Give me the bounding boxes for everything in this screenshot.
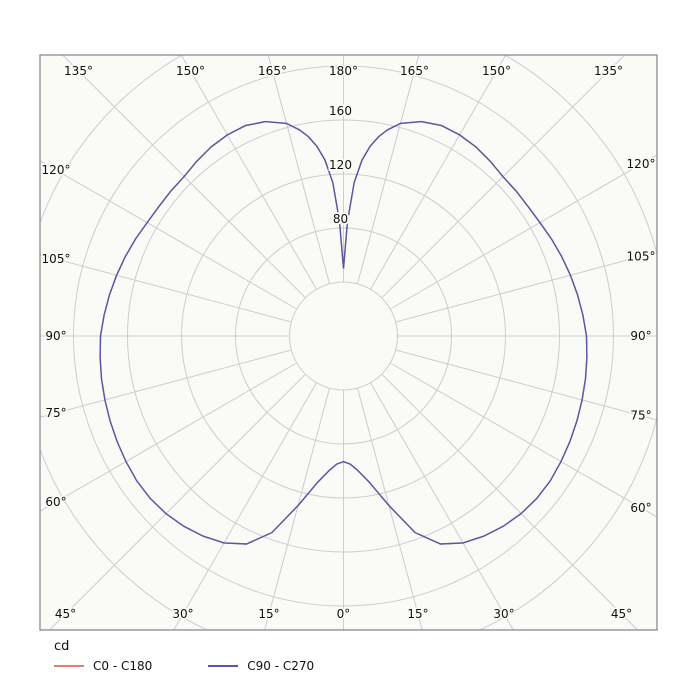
angle-label: 60° <box>630 501 651 515</box>
angle-label: 15° <box>407 607 428 621</box>
angle-label: 0° <box>337 607 351 621</box>
legend-line-swatch <box>54 665 84 667</box>
angle-gridline <box>381 373 639 630</box>
angle-gridline <box>381 55 626 299</box>
angle-label: 30° <box>172 607 193 621</box>
angle-gridline <box>173 382 317 630</box>
angle-label: 165° <box>258 64 287 78</box>
curve-c90-c270 <box>99 120 588 545</box>
legend-items: C0 - C180 C90 - C270 <box>54 659 314 673</box>
angle-label: 150° <box>176 64 205 78</box>
angle-label: 105° <box>42 252 71 266</box>
unit-label: cd <box>54 639 70 654</box>
angle-gridline <box>264 388 331 630</box>
angle-label: 75° <box>630 409 651 423</box>
legend-line-swatch <box>208 665 239 667</box>
angle-gridline <box>390 362 657 518</box>
legend-series-label: C0 - C180 <box>93 659 153 673</box>
angle-gridline <box>395 349 657 421</box>
radial-label: 120 <box>329 158 352 172</box>
angle-gridline <box>267 55 331 284</box>
angle-gridline <box>395 251 657 323</box>
angle-label: 120° <box>627 157 656 171</box>
angle-label: 120° <box>42 163 71 177</box>
angle-label: 75° <box>45 406 66 420</box>
angle-gridline <box>48 373 306 630</box>
plot-background <box>40 55 657 630</box>
radial-label: 80 <box>333 212 348 226</box>
angle-label: 105° <box>627 249 656 263</box>
angle-label: 45° <box>55 607 76 621</box>
angle-label: 30° <box>493 607 514 621</box>
angle-gridline <box>40 160 297 310</box>
angle-gridline <box>40 254 292 323</box>
angle-gridline <box>370 382 514 630</box>
angle-gridline <box>390 154 657 310</box>
legend-series-label: C90 - C270 <box>247 659 315 673</box>
angle-label: 60° <box>45 495 66 509</box>
plot-frame <box>39 54 658 631</box>
angle-gridline <box>370 55 507 290</box>
angle-label: 45° <box>611 607 632 621</box>
curves <box>99 120 588 545</box>
angle-gridline <box>180 55 317 290</box>
angle-gridline <box>356 388 423 630</box>
angle-label: 135° <box>594 64 623 78</box>
radial-label: 160 <box>329 104 352 118</box>
angle-label: 90° <box>45 329 66 343</box>
radial-labels: 80 120 160 <box>327 102 354 228</box>
legend: cd C0 - C180 C90 - C270 <box>54 639 314 673</box>
angle-label: 15° <box>258 607 279 621</box>
angle-gridline <box>61 55 306 299</box>
angle-gridline <box>40 362 297 512</box>
angle-label: 90° <box>630 329 651 343</box>
angle-label: 180° <box>329 64 358 78</box>
angle-labels: 0° 15° 15° 30° 30° 45° 45° 60° 60° 75° 75° 90° 90° 10… <box>40 63 657 623</box>
angle-gridline <box>40 349 292 418</box>
angle-gridline <box>356 55 420 284</box>
angle-label: 165° <box>400 64 429 78</box>
legend-item: C0 - C180 <box>54 659 152 673</box>
angle-label: 135° <box>64 64 93 78</box>
legend-item: C90 - C270 <box>208 659 314 673</box>
angle-label: 150° <box>482 64 511 78</box>
